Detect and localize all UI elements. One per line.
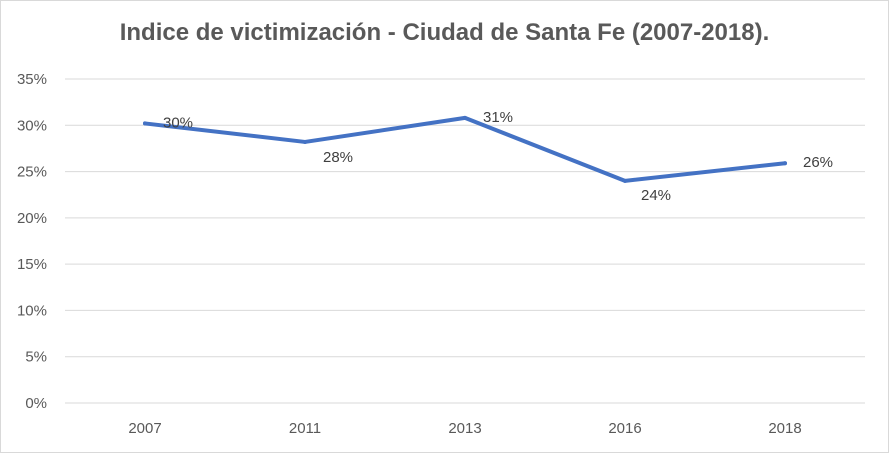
y-axis-tick-labels: 0% 5% 10% 15% 20% 25% 30% 35%: [17, 71, 47, 412]
data-label: 26%: [803, 154, 833, 171]
y-tick-label: 15%: [17, 256, 47, 273]
x-tick-label: 2018: [768, 420, 801, 437]
data-point: [143, 121, 147, 126]
y-tick-label: 25%: [17, 164, 47, 181]
data-labels: 30% 28% 31% 24% 26%: [163, 109, 833, 204]
data-label: 31%: [483, 109, 513, 126]
y-tick-label: 30%: [17, 117, 47, 134]
chart-title: Indice de victimización - Ciudad de Sant…: [119, 19, 770, 46]
data-label: 24%: [641, 187, 671, 204]
y-tick-label: 0%: [25, 395, 47, 412]
y-tick-label: 20%: [17, 210, 47, 227]
x-axis-tick-labels: 2007 2011 2013 2016 2018: [128, 420, 801, 437]
data-point: [303, 139, 307, 144]
x-tick-label: 2011: [289, 420, 321, 437]
y-tick-label: 5%: [25, 349, 47, 366]
data-point: [463, 115, 467, 120]
x-tick-label: 2007: [128, 420, 161, 437]
data-label: 28%: [323, 149, 353, 166]
data-point: [783, 161, 787, 166]
y-tick-label: 35%: [17, 71, 47, 88]
series-layer: [143, 115, 787, 183]
y-tick-label: 10%: [17, 302, 47, 319]
x-tick-label: 2013: [448, 420, 481, 437]
gridlines: [65, 78, 865, 404]
x-tick-label: 2016: [608, 420, 641, 437]
data-point: [623, 178, 627, 183]
data-label: 30%: [163, 114, 193, 131]
